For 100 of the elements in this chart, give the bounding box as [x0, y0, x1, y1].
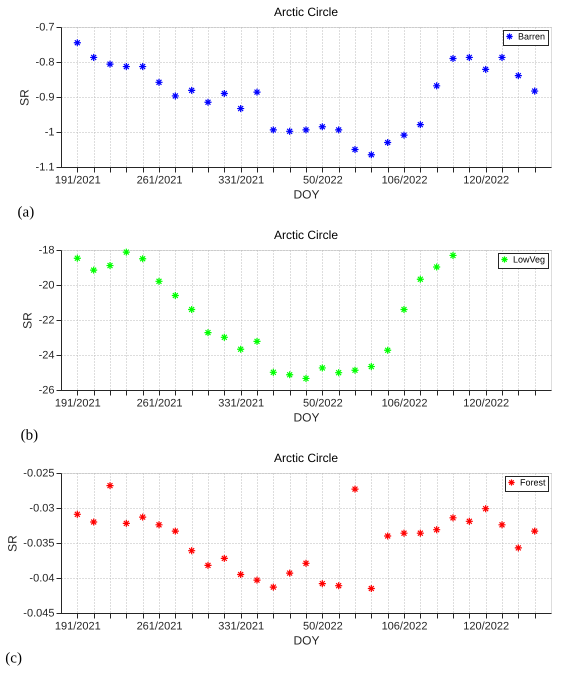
x-tick-label: 191/2021 — [54, 398, 101, 410]
point — [400, 131, 408, 140]
point — [448, 54, 458, 63]
x-axis-title: DOY — [293, 634, 320, 648]
point — [530, 86, 539, 96]
y-tick-label: -1.1 — [36, 162, 54, 174]
point — [171, 526, 180, 536]
point — [252, 337, 262, 346]
point — [384, 532, 392, 540]
point — [269, 126, 278, 134]
point — [171, 92, 180, 100]
point — [400, 529, 408, 538]
point — [220, 89, 228, 98]
text: (c) — [5, 650, 22, 666]
point — [416, 529, 424, 538]
point — [286, 568, 294, 578]
point — [432, 82, 441, 90]
point — [384, 138, 392, 147]
y-tick-label: -20 — [38, 280, 54, 292]
x-axis-title: DOY — [293, 410, 320, 424]
legend-label: Barren — [518, 32, 546, 42]
point — [220, 333, 228, 342]
point — [204, 561, 212, 570]
point — [498, 520, 506, 529]
point — [318, 364, 326, 372]
point — [188, 86, 196, 94]
legend-label: LowVeg — [513, 254, 546, 264]
point — [465, 53, 474, 62]
point — [138, 254, 147, 263]
y-axis-title: SR — [18, 88, 32, 106]
x-axis-title: DOY — [293, 188, 320, 202]
point — [384, 346, 392, 354]
point — [106, 261, 114, 270]
point — [236, 570, 245, 579]
point — [416, 275, 424, 284]
y-tick-label: -1 — [44, 126, 54, 138]
point — [432, 262, 441, 272]
point — [530, 526, 539, 536]
point — [498, 53, 506, 62]
point — [138, 512, 147, 522]
point — [448, 514, 458, 522]
x-tick-label: 191/2021 — [54, 174, 101, 186]
point — [432, 526, 441, 534]
y-tick-label: -0.7 — [36, 22, 54, 34]
point — [350, 366, 360, 374]
x-tick-label: 120/2022 — [463, 174, 510, 186]
point — [465, 517, 474, 526]
point — [334, 582, 343, 590]
point — [171, 291, 180, 300]
y-tick-label: -24 — [38, 350, 54, 362]
y-tick-label: -0.045 — [23, 608, 54, 620]
point — [482, 504, 490, 513]
x-tick-label: 120/2022 — [463, 398, 510, 410]
point — [106, 481, 114, 490]
point — [400, 305, 408, 314]
point — [236, 345, 245, 354]
x-tick-label: 191/2021 — [54, 620, 101, 632]
point — [154, 277, 164, 286]
x-tick-label: 331/2021 — [218, 174, 264, 186]
y-tick-label: -0.8 — [36, 56, 54, 68]
point — [350, 145, 360, 154]
x-tick-label: 106/2022 — [382, 620, 428, 632]
x-tick-label: 261/2021 — [136, 174, 182, 186]
point — [482, 65, 490, 74]
y-axis-title: SR — [20, 312, 35, 329]
y-tick-label: -0.03 — [29, 502, 54, 514]
point — [122, 62, 130, 71]
x-tick-label: 331/2021 — [218, 620, 264, 632]
point — [204, 98, 212, 106]
point — [302, 374, 310, 383]
point — [318, 579, 326, 588]
point — [286, 127, 294, 136]
x-tick-label: 120/2022 — [463, 620, 510, 632]
point — [416, 120, 424, 129]
text: (b) — [20, 428, 38, 444]
x-tick-label: 261/2021 — [136, 398, 182, 410]
y-tick-label: -0.035 — [23, 538, 54, 550]
point — [188, 546, 196, 555]
x-tick-label: 261/2021 — [136, 620, 182, 632]
point — [334, 126, 343, 134]
chart-title: Arctic Circle — [274, 5, 338, 19]
y-tick-label: -26 — [38, 384, 54, 396]
point — [252, 576, 262, 584]
point — [367, 150, 376, 159]
point — [514, 72, 522, 80]
point — [448, 251, 458, 260]
point — [302, 559, 310, 568]
point — [302, 126, 310, 134]
point — [269, 582, 278, 592]
point — [318, 122, 326, 131]
y-tick-label: -18 — [38, 244, 54, 256]
point — [122, 519, 130, 528]
point — [269, 368, 278, 376]
point — [252, 88, 262, 96]
point — [73, 38, 82, 47]
y-tick-label: -0.9 — [36, 92, 54, 104]
point — [154, 78, 164, 86]
point — [367, 584, 376, 593]
x-tick-label: 331/2021 — [218, 398, 264, 410]
x-tick-label: 50/2022 — [302, 620, 343, 632]
